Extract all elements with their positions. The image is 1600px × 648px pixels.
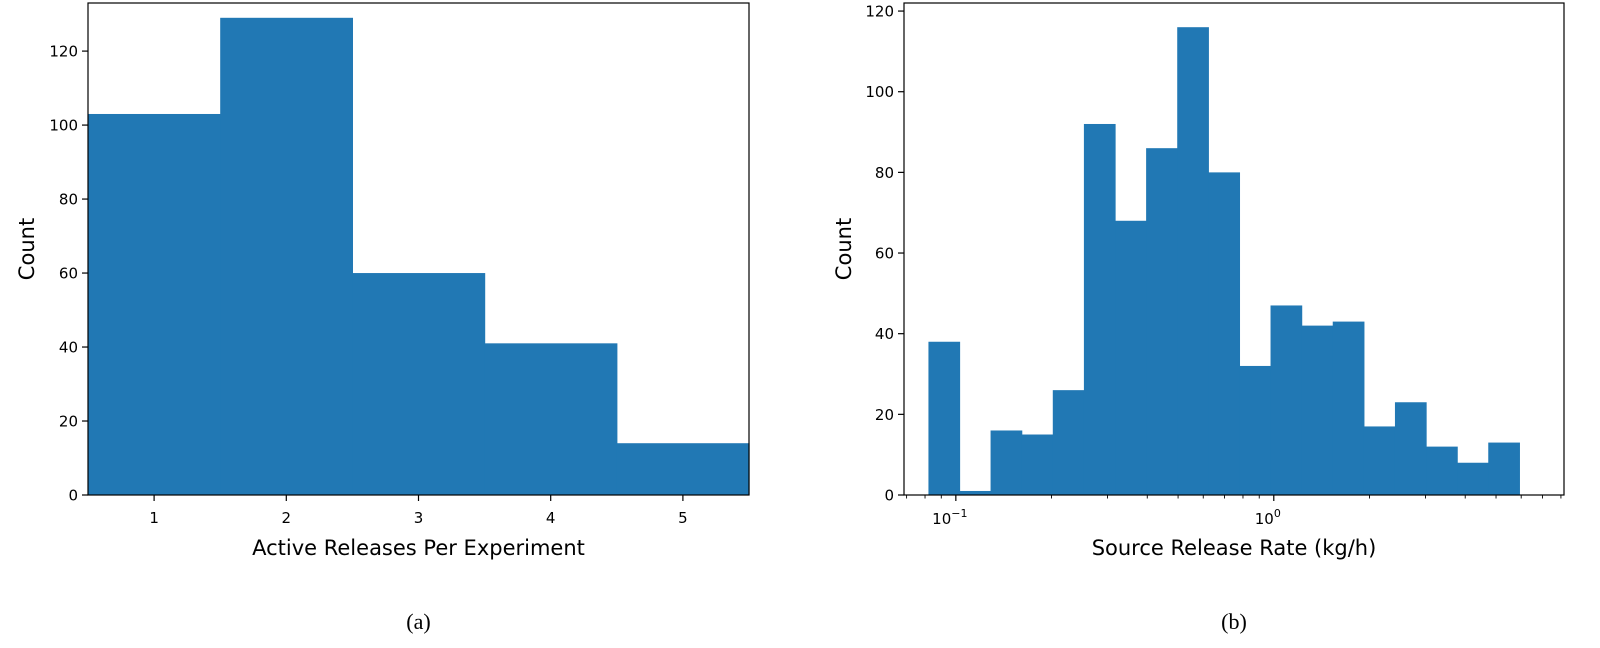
x-axis-ticks: 10−1 100 [906, 495, 1562, 528]
histogram-source-release-rate: 0 20 40 60 80 100 120 10−1 100 Source Release R… [832, 2, 1565, 634]
histogram-bar [1115, 220, 1147, 495]
histogram-bar [1208, 172, 1241, 495]
y-tick-label: 120 [865, 3, 894, 21]
y-tick-label: 0 [68, 487, 78, 505]
histogram-bar [990, 430, 1023, 495]
histogram-bar [1457, 462, 1489, 495]
histogram-bar [1052, 390, 1085, 495]
panel-caption-a: (a) [406, 609, 430, 634]
histogram-bar [220, 17, 353, 496]
x-tick-label: 3 [414, 509, 424, 527]
y-tick-label: 20 [875, 406, 894, 424]
histogram-bar [1146, 148, 1178, 495]
x-tick-label: 2 [282, 509, 292, 527]
histogram-active-releases: 0 20 40 60 80 100 120 1 2 3 4 5 Active Releases Pe… [15, 2, 750, 634]
histogram-bar [1021, 434, 1054, 495]
y-axis-ticks: 0 20 40 60 80 100 120 [49, 43, 88, 505]
histogram-bar [1301, 325, 1334, 495]
x-tick-label: 5 [678, 509, 688, 527]
histogram-bar [352, 273, 486, 495]
y-tick-label: 0 [884, 487, 894, 505]
y-axis-label: Count [15, 218, 39, 280]
histogram-bar [484, 343, 618, 495]
bars-group [928, 27, 1520, 495]
histogram-bar [1177, 27, 1209, 495]
histogram-bar [1270, 305, 1303, 495]
y-tick-label: 120 [49, 43, 78, 61]
y-tick-label: 40 [875, 325, 894, 343]
y-tick-label: 80 [875, 164, 894, 182]
x-axis-label: Source Release Rate (kg/h) [1092, 536, 1377, 560]
panel-caption-b: (b) [1221, 609, 1247, 634]
histogram-bar [1363, 426, 1396, 495]
y-tick-label: 80 [59, 191, 78, 209]
x-tick-label: 1 [149, 509, 159, 527]
x-tick-label: 4 [546, 509, 556, 527]
bars-group [88, 17, 750, 496]
plot-frame [903, 2, 1565, 496]
histogram-bar [1394, 402, 1427, 495]
y-axis-ticks: 0 20 40 60 80 100 120 [865, 3, 904, 505]
histogram-bar [1083, 123, 1116, 495]
x-axis-label: Active Releases Per Experiment [252, 536, 585, 560]
y-tick-label: 60 [59, 265, 78, 283]
histogram-bar [1488, 442, 1520, 495]
y-tick-label: 100 [865, 83, 894, 101]
y-tick-label: 100 [49, 117, 78, 135]
histogram-bar [1426, 446, 1458, 495]
y-tick-label: 20 [59, 413, 78, 431]
y-tick-label: 40 [59, 339, 78, 357]
histogram-bar [1239, 365, 1272, 495]
x-tick-label: 10−1 [932, 507, 967, 528]
y-tick-label: 60 [875, 245, 894, 263]
y-axis-label: Count [832, 218, 856, 280]
histogram-bar [88, 113, 221, 495]
x-axis-ticks: 1 2 3 4 5 [149, 495, 688, 527]
histogram-bar [928, 341, 961, 495]
histogram-bar [1332, 321, 1365, 495]
x-tick-label: 100 [1255, 507, 1281, 528]
histogram-bar [616, 443, 750, 495]
histogram-bar [959, 490, 992, 495]
